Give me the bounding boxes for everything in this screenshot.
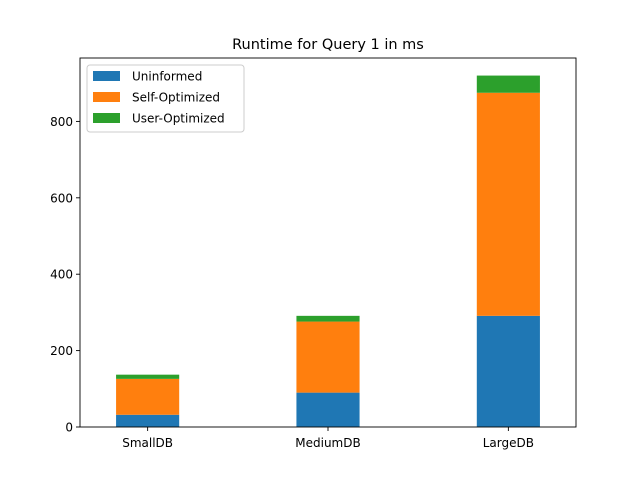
- legend-swatch: [93, 71, 120, 81]
- bar-mediumdb-uninformed: [296, 392, 360, 427]
- chart-title: Runtime for Query 1 in ms: [232, 37, 424, 53]
- bar-largedb-user-optimized: [476, 75, 540, 93]
- y-tick-label: 200: [50, 344, 73, 358]
- bar-mediumdb-user-optimized: [296, 315, 360, 322]
- legend: Uninformed Self-Optimized User-Optimized: [86, 64, 245, 133]
- legend-label: Uninformed: [132, 70, 202, 84]
- bar-smalldb-user-optimized: [116, 374, 180, 379]
- axes-group: 0 200 400 600 800 SmallDB MediumDB LargeDB: [50, 57, 577, 450]
- bar-smalldb-uninformed: [116, 414, 180, 427]
- legend-swatch: [93, 113, 120, 123]
- bar-largedb-self-optimized: [476, 92, 540, 316]
- y-tick-label: 0: [65, 421, 73, 435]
- legend-box: [86, 64, 245, 133]
- bars-group: [116, 75, 540, 427]
- legend-swatch: [93, 92, 120, 102]
- x-tick-label: LargeDB: [483, 436, 534, 450]
- x-tick-label: SmallDB: [122, 436, 173, 450]
- bar-largedb-uninformed: [476, 315, 540, 427]
- y-tick-label: 400: [50, 268, 73, 282]
- legend-label: Self-Optimized: [132, 91, 220, 105]
- y-tick-label: 600: [50, 191, 73, 205]
- bar-smalldb-self-optimized: [116, 378, 180, 415]
- bar-mediumdb-self-optimized: [296, 321, 360, 393]
- x-tick-label: MediumDB: [295, 436, 360, 450]
- y-tick-label: 800: [50, 115, 73, 129]
- legend-label: User-Optimized: [132, 112, 225, 126]
